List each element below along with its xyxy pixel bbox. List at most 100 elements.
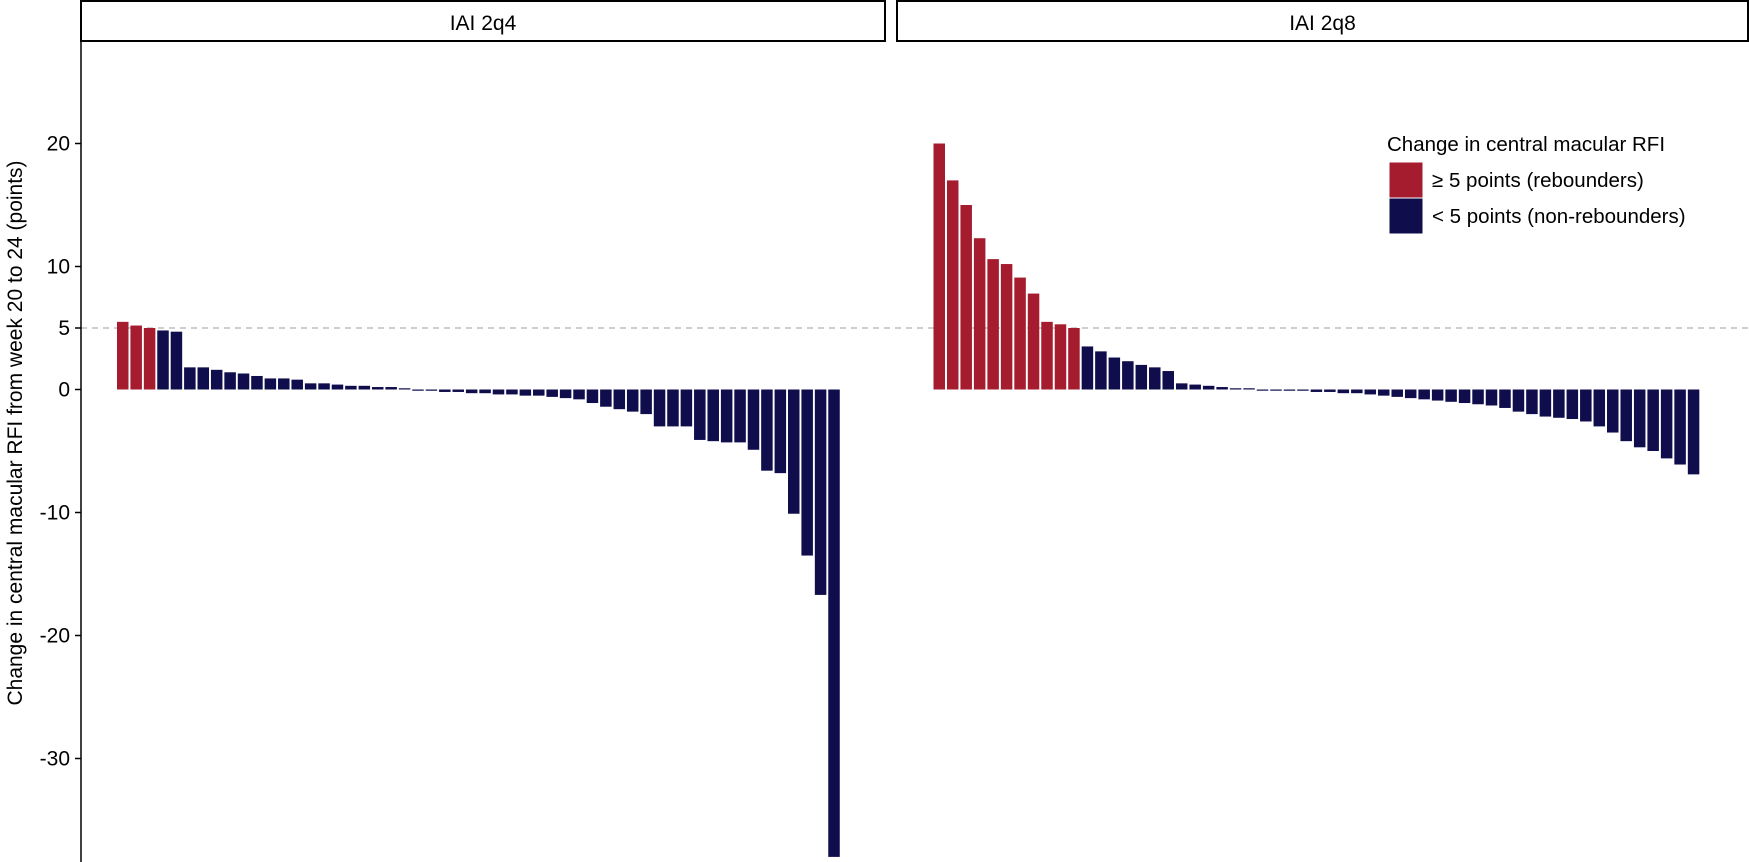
bar xyxy=(1660,389,1673,459)
bar xyxy=(788,389,800,514)
bar xyxy=(1593,389,1606,427)
bar xyxy=(506,389,518,395)
bar xyxy=(987,259,999,390)
bar xyxy=(1566,389,1579,420)
bar xyxy=(157,330,169,390)
bar xyxy=(573,389,585,400)
bar xyxy=(398,388,411,390)
bar xyxy=(1472,389,1484,405)
bar xyxy=(251,375,263,390)
bar xyxy=(1378,389,1390,396)
bar xyxy=(801,389,813,556)
bar xyxy=(1391,389,1403,397)
y-tick-label: 5 xyxy=(58,317,70,340)
bar xyxy=(492,389,505,395)
bar xyxy=(385,387,397,390)
bar xyxy=(1108,357,1121,390)
bar xyxy=(1526,389,1538,415)
bar xyxy=(1580,389,1592,422)
bar xyxy=(1229,388,1242,390)
legend-label-nonrebounder: < 5 points (non-rebounders) xyxy=(1432,205,1686,228)
bar xyxy=(933,143,945,390)
bars-layer xyxy=(117,143,1700,857)
bar xyxy=(519,389,532,396)
bar xyxy=(1539,389,1552,417)
bar xyxy=(694,389,706,440)
bar xyxy=(680,389,693,427)
bar xyxy=(465,389,478,394)
bar xyxy=(224,372,236,390)
bar xyxy=(237,373,250,390)
bar xyxy=(439,389,451,392)
bar xyxy=(546,389,558,397)
y-axis: 20 10 5 0 -10 -20 -30 xyxy=(40,40,82,862)
bar xyxy=(1512,389,1525,412)
bar xyxy=(331,384,344,390)
bar xyxy=(1189,384,1201,390)
bar xyxy=(170,331,183,390)
bar xyxy=(1216,387,1228,390)
bar xyxy=(640,389,652,415)
bar xyxy=(1054,324,1067,390)
bar xyxy=(479,389,491,394)
bar xyxy=(345,385,357,390)
bar xyxy=(1202,385,1215,390)
bar xyxy=(1445,389,1457,402)
bar xyxy=(747,389,760,450)
bar xyxy=(1499,389,1511,408)
legend: Change in central macular RFI ≥ 5 points … xyxy=(1387,133,1686,235)
bar xyxy=(1283,389,1296,391)
bar xyxy=(1485,389,1498,406)
bar xyxy=(761,389,773,471)
y-tick-label: 0 xyxy=(58,379,70,402)
bar xyxy=(425,389,438,391)
bar xyxy=(1297,389,1309,391)
bar xyxy=(1607,389,1619,433)
bar xyxy=(960,205,972,390)
bar xyxy=(358,385,371,390)
bar xyxy=(371,387,384,390)
bar xyxy=(653,389,666,427)
bar xyxy=(1647,389,1659,451)
bar xyxy=(184,367,196,390)
bar xyxy=(130,325,142,390)
bar xyxy=(1687,389,1700,475)
bar xyxy=(452,389,464,392)
bar xyxy=(559,389,572,399)
bar xyxy=(973,238,986,390)
bar xyxy=(117,321,129,390)
bar xyxy=(1081,346,1094,390)
legend-label-rebounder: ≥ 5 points (rebounders) xyxy=(1432,169,1644,192)
bar xyxy=(814,389,827,595)
bar xyxy=(304,383,317,390)
y-axis-label: Change in central macular RFI from week … xyxy=(4,160,27,705)
bar xyxy=(278,378,290,390)
bar xyxy=(1620,389,1632,442)
bar xyxy=(318,383,330,390)
bar xyxy=(1364,389,1377,395)
bar xyxy=(197,367,210,390)
bar xyxy=(1324,389,1336,392)
bar xyxy=(1553,389,1565,418)
bar xyxy=(1014,277,1026,390)
bar xyxy=(1418,389,1430,400)
bar xyxy=(1175,383,1188,390)
bar xyxy=(1256,389,1269,391)
bar xyxy=(1270,389,1282,391)
bar xyxy=(1337,389,1350,394)
bar xyxy=(667,389,679,427)
legend-swatch-nonrebounder xyxy=(1388,197,1424,235)
bar xyxy=(210,369,223,390)
bar xyxy=(1310,389,1323,392)
bar xyxy=(291,379,303,390)
bar xyxy=(1633,389,1646,448)
bar xyxy=(1351,389,1363,394)
bar xyxy=(626,389,639,412)
bar xyxy=(613,389,626,410)
bar xyxy=(828,389,840,857)
bar xyxy=(600,389,612,407)
bar xyxy=(412,389,424,391)
bar xyxy=(1095,351,1107,390)
y-tick-label: 10 xyxy=(47,256,70,279)
